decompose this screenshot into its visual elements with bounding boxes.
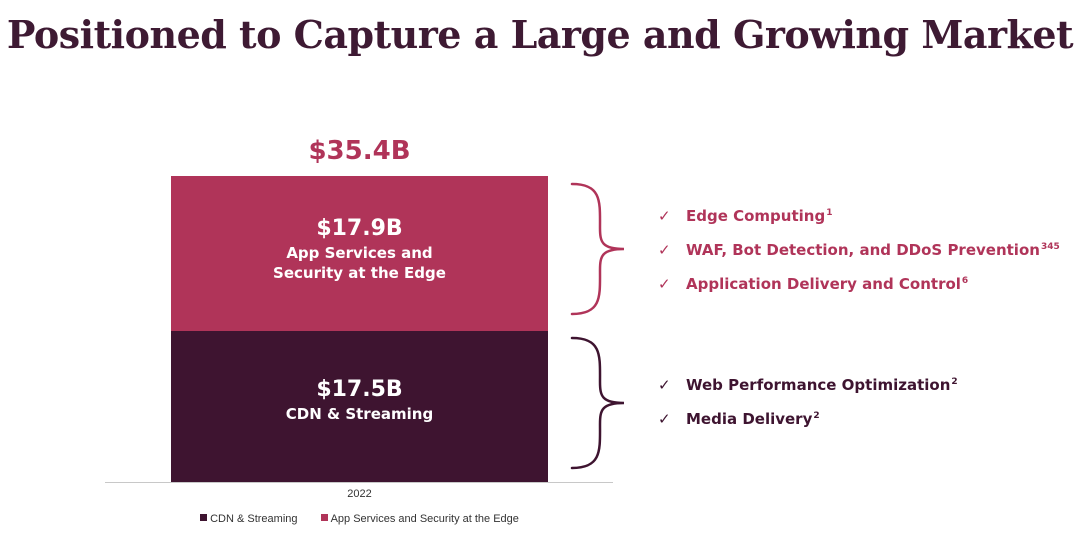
x-axis-line (105, 482, 613, 483)
feature-text: Application Delivery and Control (686, 275, 961, 293)
cdn-value-label: $17.5B (316, 377, 403, 403)
bar-segment-cdn-streaming-text: $17.5B CDN & Streaming (171, 376, 548, 424)
legend-label-app: App Services and Security at the Edge (330, 513, 519, 525)
legend-item-cdn: CDN & Streaming (200, 513, 298, 525)
check-icon: ✓ (658, 376, 671, 394)
footnote-ref: 2 (813, 411, 820, 421)
check-icon: ✓ (658, 241, 671, 259)
feature-list-cdn-streaming: ✓ Web Performance Optimization2 ✓ Media De… (658, 368, 958, 436)
check-icon: ✓ (658, 410, 671, 428)
footnote-ref: 345 (1040, 242, 1060, 252)
total-value-label: $35.4B (308, 136, 411, 166)
cdn-label: CDN & Streaming (285, 405, 434, 424)
brace-app-services-icon (570, 182, 625, 316)
brace-cdn-streaming-icon (570, 336, 625, 470)
feature-text: WAF, Bot Detection, and DDoS Prevention (686, 241, 1040, 259)
footnote-ref: 1 (826, 208, 833, 218)
x-tick-label: 2022 (347, 488, 372, 500)
bar-segment-app-services: $17.9B App Services and Security at the … (171, 176, 548, 331)
legend: CDN & Streaming App Services and Securit… (0, 513, 719, 525)
feature-item-web-performance: ✓ Web Performance Optimization2 (658, 368, 958, 402)
feature-item-edge-computing: ✓ Edge Computing1 (658, 199, 1060, 233)
feature-item-waf: ✓ WAF, Bot Detection, and DDoS Prevention… (658, 233, 1060, 267)
bar-segment-app-services-text: $17.9B App Services and Security at the … (171, 215, 548, 283)
app-services-label-line-2: Security at the Edge (273, 264, 446, 283)
feature-item-app-delivery: ✓ Application Delivery and Control6 (658, 267, 1060, 301)
footnote-ref: 2 (951, 377, 958, 387)
feature-list-app-services: ✓ Edge Computing1 ✓ WAF, Bot Detection, an… (658, 199, 1060, 301)
legend-item-app: App Services and Security at the Edge (320, 513, 519, 525)
feature-text: Web Performance Optimization (686, 376, 951, 394)
legend-label-cdn: CDN & Streaming (210, 513, 298, 525)
app-services-value-label: $17.9B (316, 216, 403, 242)
footnote-ref: 6 (961, 276, 969, 286)
page-title: Positioned to Capture a Large and Growin… (6, 12, 1074, 57)
feature-item-media-delivery: ✓ Media Delivery2 (658, 402, 958, 436)
legend-swatch-app (320, 514, 328, 521)
legend-swatch-cdn (200, 514, 208, 521)
bar-segment-cdn-streaming: $17.5B CDN & Streaming (171, 330, 548, 482)
check-icon: ✓ (658, 275, 671, 293)
app-services-label-line-1: App Services and (286, 244, 433, 263)
feature-text: Media Delivery (686, 410, 813, 428)
check-icon: ✓ (658, 207, 671, 225)
feature-text: Edge Computing (686, 207, 826, 225)
